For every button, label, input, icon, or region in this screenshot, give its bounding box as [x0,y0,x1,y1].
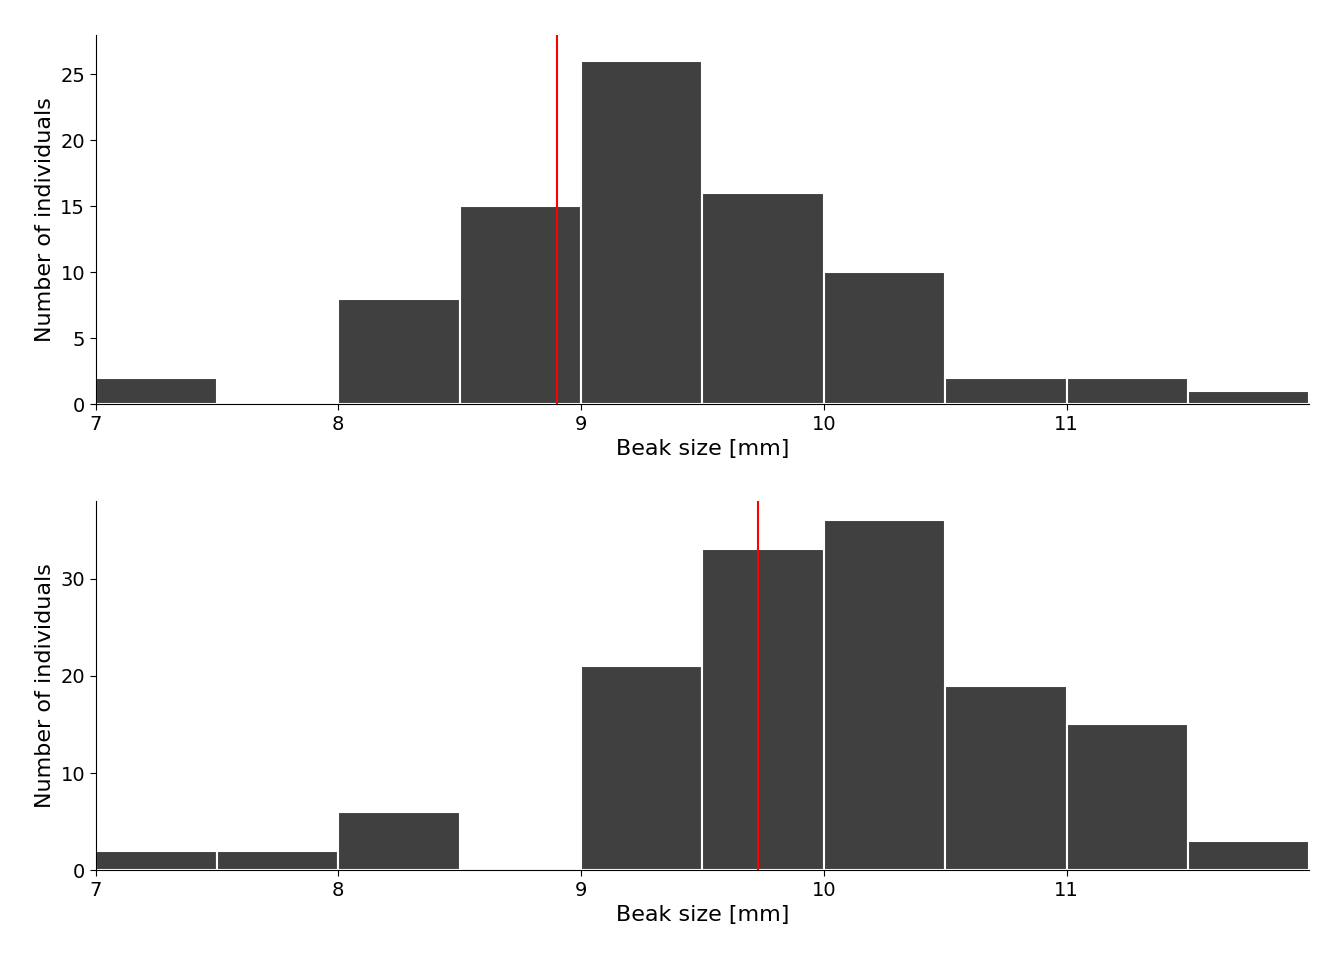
Y-axis label: Number of individuals: Number of individuals [35,97,55,342]
X-axis label: Beak size [mm]: Beak size [mm] [616,439,789,459]
Bar [339,812,460,871]
X-axis label: Beak size [mm]: Beak size [mm] [616,905,789,925]
Bar [581,61,703,404]
Bar [703,549,824,871]
Bar [1067,378,1188,404]
Bar [581,666,703,871]
Bar [945,685,1067,871]
Bar [1188,841,1309,871]
Bar [1067,725,1188,871]
Bar [216,851,339,871]
Bar [339,299,460,404]
Bar [95,378,216,404]
Bar [703,193,824,404]
Bar [95,851,216,871]
Bar [945,378,1067,404]
Bar [824,273,945,404]
Bar [824,520,945,871]
Bar [460,206,581,404]
Y-axis label: Number of individuals: Number of individuals [35,564,55,808]
Bar [1188,391,1309,404]
